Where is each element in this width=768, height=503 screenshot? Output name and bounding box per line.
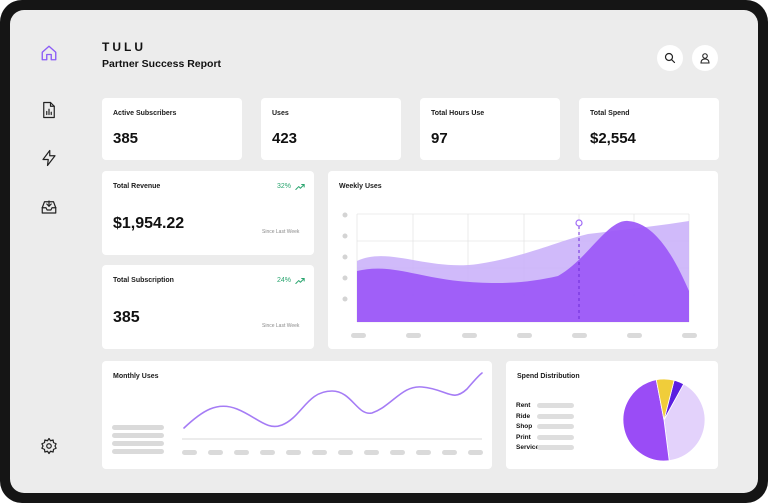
stat-value: $2,554 [590, 130, 636, 147]
page-title: Partner Success Report [102, 58, 222, 70]
legend-label: Shop [516, 423, 533, 430]
legend-placeholder [112, 441, 164, 446]
since-label: Since Last Week [262, 323, 300, 329]
legend-item-print: Print [516, 434, 574, 441]
dashboard-screen: TULU Partner Success Report Active Subsc… [10, 10, 758, 493]
x-axis-placeholders [182, 450, 483, 455]
subscription-change: 24% [277, 277, 292, 284]
legend-item-rent: Rent [516, 402, 574, 409]
spend-distribution-title: Spend Distribution [517, 373, 580, 380]
home-icon[interactable] [40, 44, 58, 62]
revenue-label: Total Revenue [113, 183, 161, 190]
legend-placeholder [112, 449, 164, 454]
weekly-area-dark [357, 220, 689, 322]
lightning-icon[interactable] [40, 149, 58, 167]
legend-item-shop: Shop [516, 423, 574, 430]
weekly-uses-card: Weekly Uses [328, 171, 718, 349]
stat-label: Active Subscribers [113, 110, 177, 117]
since-label: Since Last Week [262, 229, 300, 235]
stat-value: 423 [272, 130, 298, 147]
hover-marker[interactable] [575, 219, 583, 227]
search-button[interactable] [657, 45, 683, 71]
pie-slice-shop[interactable] [622, 379, 670, 462]
legend-label: Rent [516, 402, 531, 409]
legend-label: Ride [516, 413, 531, 420]
spend-pie-chart [622, 378, 706, 462]
weekly-uses-title: Weekly Uses [339, 183, 382, 190]
revenue-value: $1,954.22 [113, 215, 185, 232]
y-axis-dots [342, 212, 348, 302]
legend-placeholder [112, 425, 164, 430]
subscription-label: Total Subscription [113, 277, 174, 284]
brand-name: TULU [102, 40, 146, 54]
stat-card-total-spend: Total Spend $2,554 [579, 98, 719, 160]
x-axis-placeholders [351, 333, 697, 338]
revenue-card: Total Revenue 32% $1,954.22 Since Last W… [102, 171, 314, 255]
trend-up-icon [295, 184, 305, 190]
stat-value: 97 [431, 130, 448, 147]
legend-label: Services [516, 444, 543, 451]
inbox-icon[interactable] [40, 198, 58, 216]
stat-card-active-subscribers: Active Subscribers 385 [102, 98, 242, 160]
monthly-uses-chart [182, 372, 483, 455]
gear-icon[interactable] [40, 437, 58, 455]
user-icon [700, 53, 710, 64]
legend-placeholder [112, 433, 164, 438]
stat-value: 385 [113, 130, 139, 147]
stat-label: Total Spend [590, 110, 630, 117]
stat-card-total-hours: Total Hours Use 97 [420, 98, 560, 160]
monthly-line [183, 372, 483, 429]
stat-label: Total Hours Use [431, 110, 485, 117]
monthly-uses-title: Monthly Uses [113, 373, 159, 380]
stat-card-uses: Uses 423 [261, 98, 401, 160]
trend-up-icon [295, 278, 305, 284]
monthly-uses-card: Monthly Uses [102, 361, 492, 469]
report-icon[interactable] [40, 101, 58, 119]
legend-label: Print [516, 434, 531, 441]
search-icon [664, 52, 676, 64]
legend-item-services: Services [516, 444, 574, 451]
legend-item-ride: Ride [516, 413, 574, 420]
pie-slice-print[interactable] [655, 378, 675, 421]
subscription-value: 385 [113, 309, 140, 326]
weekly-uses-chart [342, 212, 697, 338]
revenue-change: 32% [277, 183, 292, 190]
pie-slice-ride[interactable] [663, 383, 706, 462]
spend-distribution-card: Spend Distribution Rent Ride Shop Print … [506, 361, 718, 469]
stat-label: Uses [272, 110, 289, 117]
profile-button[interactable] [692, 45, 718, 71]
subscription-card: Total Subscription 24% 385 Since Last We… [102, 265, 314, 349]
